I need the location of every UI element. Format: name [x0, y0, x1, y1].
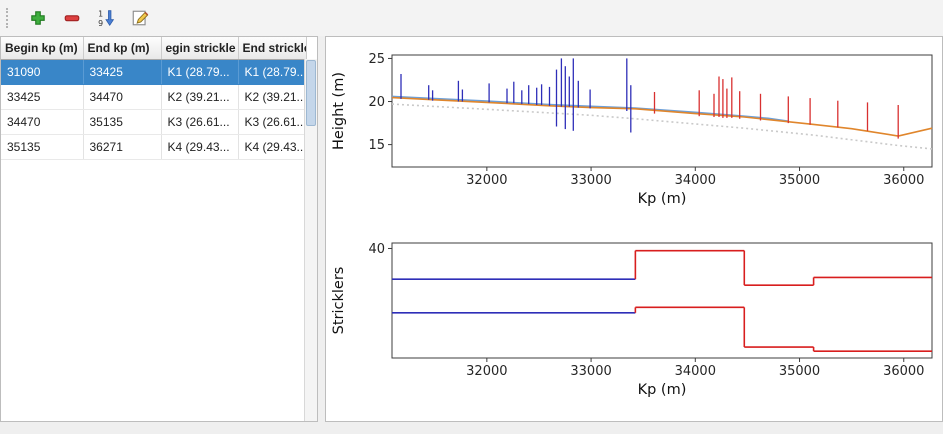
chart-svg: 32000 33000 34000 35000 36000 15 20 25 Kp (m) Hei…: [331, 52, 933, 207]
table-cell[interactable]: 31090: [1, 59, 84, 85]
table-cell[interactable]: 34470: [1, 109, 84, 135]
svg-text:Kp (m): Kp (m): [638, 191, 687, 207]
table-cell[interactable]: 33425: [1, 84, 84, 110]
table-row[interactable]: 35135 36271 K4 (29.43... K4 (29.43...: [1, 134, 307, 160]
svg-text:Height (m): Height (m): [331, 72, 347, 150]
table-row[interactable]: 33425 34470 K2 (39.21... K2 (39.21...: [1, 84, 307, 110]
table-cell[interactable]: K2 (39.21...: [238, 84, 307, 110]
svg-text:33000: 33000: [570, 173, 611, 188]
chart-svg: 32000 33000 34000 35000 36000 40 Kp (m) Strickl…: [331, 242, 933, 398]
plus-icon: [29, 9, 47, 27]
table-header-row: Begin kp (m) End kp (m) egin strickle End s…: [1, 37, 307, 60]
panel-splitter[interactable]: [318, 36, 325, 422]
table-cell[interactable]: K4 (29.43...: [161, 134, 239, 160]
table-cell[interactable]: K3 (26.61...: [161, 109, 239, 135]
add-row-button[interactable]: [24, 4, 52, 32]
edit-icon: [131, 9, 149, 27]
table-cell[interactable]: 35135: [1, 134, 84, 160]
table-cell[interactable]: K3 (26.61...: [238, 109, 307, 135]
svg-text:40: 40: [368, 242, 385, 257]
height-profile-chart: 32000 33000 34000 35000 36000 15 20 25 Kp (m) Hei…: [328, 41, 940, 230]
toolbar: 1 9: [0, 0, 943, 36]
remove-row-button[interactable]: [58, 4, 86, 32]
svg-text:34000: 34000: [675, 173, 716, 188]
svg-text:20: 20: [368, 95, 385, 110]
minus-icon: [63, 9, 81, 27]
table-cell[interactable]: K2 (39.21...: [161, 84, 239, 110]
column-header[interactable]: egin strickle: [161, 37, 239, 60]
svg-text:9: 9: [98, 19, 103, 27]
sort-numeric-icon: 1 9: [97, 9, 115, 27]
svg-text:Kp (m): Kp (m): [638, 382, 687, 398]
charts-panel: 32000 33000 34000 35000 36000 15 20 25 Kp (m) Hei…: [325, 36, 943, 422]
table-row[interactable]: 34470 35135 K3 (26.61... K3 (26.61...: [1, 109, 307, 135]
table-row[interactable]: 31090 33425 K1 (28.79... K1 (28.79...: [1, 59, 307, 85]
edit-button[interactable]: [126, 4, 154, 32]
svg-text:36000: 36000: [883, 173, 924, 188]
column-header[interactable]: Begin kp (m): [1, 37, 84, 60]
status-bar: [0, 422, 943, 434]
svg-text:36000: 36000: [883, 364, 924, 379]
table-cell[interactable]: 34470: [83, 84, 162, 110]
svg-text:1: 1: [98, 9, 103, 18]
svg-text:Stricklers: Stricklers: [331, 267, 347, 335]
svg-text:15: 15: [368, 138, 385, 153]
table-cell[interactable]: 33425: [83, 59, 162, 85]
table-cell[interactable]: 35135: [83, 109, 162, 135]
svg-text:33000: 33000: [570, 364, 611, 379]
svg-text:32000: 32000: [466, 173, 507, 188]
table-cell[interactable]: K1 (28.79...: [161, 59, 239, 85]
main-area: Begin kp (m) End kp (m) egin strickle End s…: [0, 36, 943, 422]
column-header[interactable]: End strickler: [238, 37, 307, 60]
sort-button[interactable]: 1 9: [92, 4, 120, 32]
svg-text:35000: 35000: [779, 364, 820, 379]
table-cell[interactable]: K4 (29.43...: [238, 134, 307, 160]
svg-text:25: 25: [368, 52, 385, 67]
stricklers-chart: 32000 33000 34000 35000 36000 40 Kp (m) Strickl…: [328, 230, 940, 403]
table-cell[interactable]: K1 (28.79...: [238, 59, 307, 85]
toolbar-drag-handle[interactable]: [6, 8, 12, 28]
stricklers-table: Begin kp (m) End kp (m) egin strickle End s…: [1, 37, 307, 160]
svg-text:35000: 35000: [779, 173, 820, 188]
column-header[interactable]: End kp (m): [83, 37, 162, 60]
table-body: 31090 33425 K1 (28.79... K1 (28.79... 33425 3…: [1, 59, 307, 160]
stricklers-table-panel: Begin kp (m) End kp (m) egin strickle End s…: [0, 36, 318, 422]
table-vertical-scrollbar[interactable]: [304, 59, 317, 421]
svg-text:32000: 32000: [466, 364, 507, 379]
table-cell[interactable]: 36271: [83, 134, 162, 160]
scrollbar-thumb[interactable]: [306, 60, 316, 126]
svg-text:34000: 34000: [675, 364, 716, 379]
